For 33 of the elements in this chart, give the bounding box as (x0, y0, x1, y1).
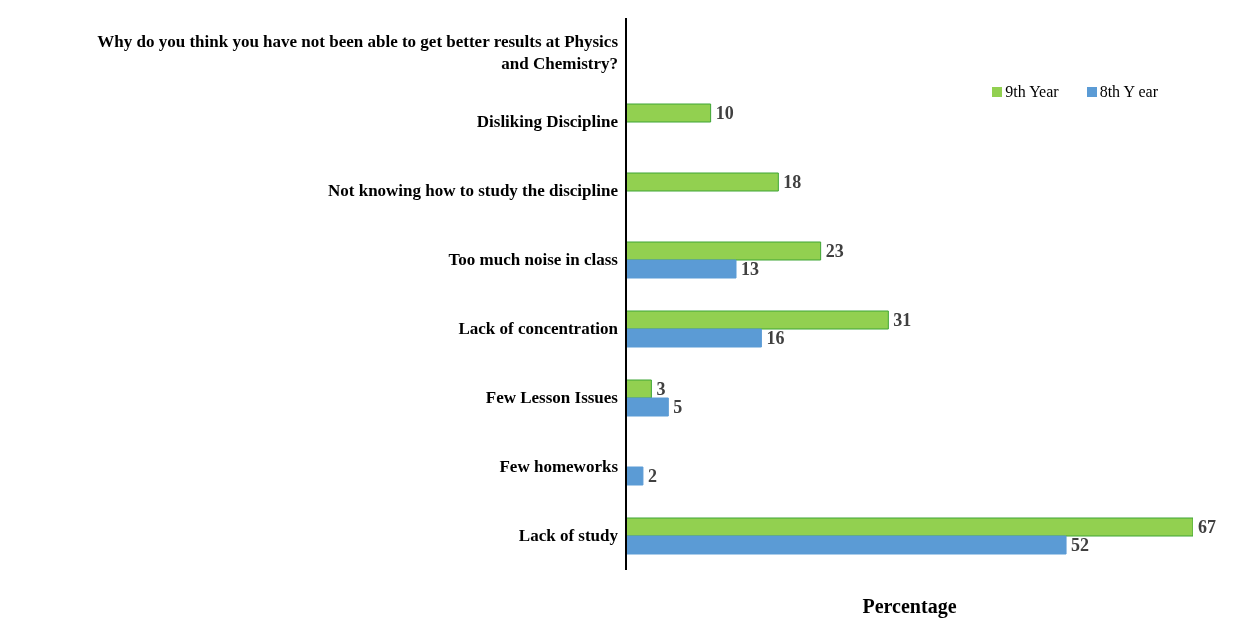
bar (626, 379, 652, 399)
data-label: 52 (1071, 535, 1090, 556)
data-label: 31 (893, 310, 912, 331)
bar (626, 466, 644, 486)
y-tick-label: Lack of study (518, 526, 619, 546)
bar (626, 535, 1067, 555)
data-label: 5 (673, 397, 683, 418)
legend-label: 8th Y ear (1099, 83, 1158, 101)
y-tick-label: Few Lesson Issues (485, 388, 619, 408)
bar (626, 241, 822, 261)
x-axis-title: Percentage (862, 595, 957, 618)
data-label: 16 (766, 328, 785, 349)
data-label: 10 (715, 103, 734, 124)
bar (626, 172, 779, 192)
data-label: 18 (783, 172, 802, 193)
y-tick-label: Not knowing how to study the discipline (327, 181, 619, 201)
y-tick-label: Why do you think you have not been able to get better results at Physics and Chemistry? (97, 32, 619, 74)
y-tick-label: Disliking Discipline (476, 112, 619, 132)
bar (626, 328, 762, 348)
data-label: 67 (1198, 517, 1216, 538)
legend-label: 9th Year (1005, 83, 1059, 101)
bar (626, 310, 889, 330)
data-label: 2 (647, 466, 657, 487)
data-label: 13 (741, 259, 760, 280)
data-label: 3 (656, 379, 666, 400)
y-tick-label: Lack of concentration (458, 319, 619, 339)
bar (626, 517, 1193, 537)
bar (626, 259, 737, 279)
bar (626, 397, 669, 417)
data-label: 23 (825, 241, 844, 262)
bar (626, 103, 712, 123)
y-tick-label: Too much noise in class (448, 250, 619, 270)
y-tick-label: Few homeworks (499, 457, 619, 477)
